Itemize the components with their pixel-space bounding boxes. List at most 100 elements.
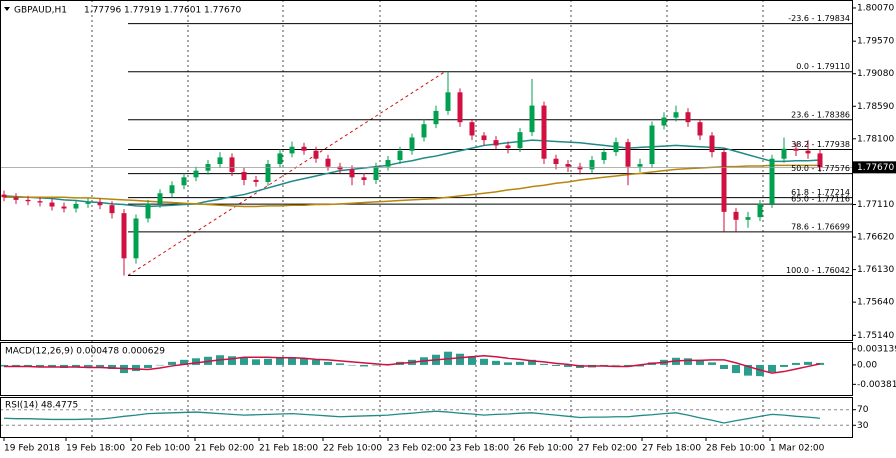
candle-body: [793, 148, 799, 151]
macd-bar: [192, 358, 200, 365]
fibo-label: 100.0 - 1.76042: [786, 266, 850, 275]
candle-body: [457, 92, 463, 123]
ohlc-value: 1.77919: [124, 6, 161, 16]
macd-bar: [312, 359, 320, 365]
y-tick-label: 1.80070: [857, 3, 894, 13]
macd-bar: [228, 356, 236, 365]
x-tick-label: 27 Feb 02:00: [578, 444, 637, 454]
candle-body: [133, 218, 139, 259]
candle-body: [61, 206, 67, 209]
rsi-panel-border: [0, 397, 853, 438]
macd-bar: [300, 358, 308, 365]
y-tick-label: 0.003139: [857, 344, 896, 354]
candle-body: [481, 135, 487, 141]
x-tick-label: 19 Feb 2018: [4, 444, 60, 454]
macd-bar: [708, 362, 716, 365]
candle-body: [781, 148, 787, 159]
macd-bar: [456, 353, 464, 365]
candle-body: [505, 145, 511, 149]
macd-bar: [240, 357, 248, 365]
macd-bar: [768, 364, 776, 373]
candle-body: [517, 132, 523, 149]
candle-body: [649, 125, 655, 165]
ohlc-value: 1.77670: [204, 6, 241, 16]
y-tick-label: 1.75140: [857, 331, 894, 341]
macd-bar: [804, 361, 812, 365]
candle-body: [385, 160, 391, 167]
macd-bar: [180, 359, 188, 365]
candle-body: [241, 171, 247, 180]
candle-body: [553, 158, 559, 165]
moving-average: [3, 139, 821, 208]
macd-bar: [252, 359, 260, 365]
fibo-label: -23.6 - 1.79834: [788, 14, 850, 23]
x-tick-label: 20 Feb 10:00: [131, 444, 190, 454]
symbol-menu-arrow[interactable]: [4, 7, 10, 11]
macd-bar: [504, 362, 512, 365]
macd-signal: [4, 355, 821, 374]
x-tick-label: 28 Feb 10:00: [706, 444, 765, 454]
macd-bar: [792, 362, 800, 365]
fibo-label: 50.0 - 1.77576: [791, 164, 850, 173]
macd-bar: [48, 364, 56, 368]
candle-body: [109, 205, 115, 214]
candle-body: [1, 194, 7, 198]
x-tick-label: 23 Feb 02:00: [388, 444, 447, 454]
y-tick-label: 1.79080: [857, 69, 894, 79]
macd-bar: [0, 364, 8, 367]
macd-bar: [348, 364, 356, 366]
text-layer: 1.80070 1.79570 1.79080 1.78590 1.78100 1.771…: [4, 3, 896, 454]
candle-body: [445, 92, 451, 111]
macd-bar: [108, 364, 116, 369]
rsi-line: [3, 410, 821, 424]
macd-bar: [624, 364, 632, 367]
macd-bar: [480, 358, 488, 365]
candle-body: [373, 166, 379, 180]
main-panel-border: [0, 0, 853, 341]
symbol-label: GBPAUD,H1: [14, 6, 67, 16]
candle-body: [313, 150, 319, 159]
y-tick-label: 1.78590: [857, 102, 894, 112]
y-tick-label: 70: [857, 405, 869, 415]
candle-body: [733, 211, 739, 220]
macd-bar: [612, 364, 620, 366]
candle-body: [145, 203, 151, 219]
y-tick-label: 1.78100: [857, 134, 894, 144]
macd-bar: [372, 364, 380, 366]
y-tick-label: 1.76130: [857, 265, 894, 275]
macd-bar: [276, 357, 284, 365]
macd-bar: [492, 360, 500, 365]
ohlc-value: 1.77796: [84, 6, 121, 16]
macd-bar: [720, 364, 728, 369]
y-tick-label: 1.76620: [857, 233, 894, 243]
candle-body: [541, 105, 547, 159]
candle-body: [397, 150, 403, 161]
macd-bar: [780, 364, 788, 367]
y-tick-label: 1.77110: [857, 200, 894, 210]
candle-body: [361, 177, 367, 180]
macd-bar: [816, 362, 824, 365]
macd-bar: [468, 356, 476, 365]
candle-body: [637, 164, 643, 167]
macd-bar: [696, 359, 704, 365]
candle-body: [565, 164, 571, 167]
candle-body: [421, 124, 427, 138]
fibo-label: 23.6 - 1.78386: [791, 110, 850, 119]
candle-body: [613, 142, 619, 153]
candle-body: [253, 179, 259, 182]
fibo-label: 65.0 - 1.77116: [791, 195, 850, 204]
candle-body: [337, 166, 343, 170]
macd-bar: [72, 364, 80, 368]
macd-bar: [360, 364, 368, 367]
candle-body: [721, 152, 727, 212]
macd-bar: [156, 364, 164, 366]
fibo-label: 0.0 - 1.79110: [796, 62, 850, 71]
macd-bar: [264, 358, 272, 365]
candle-body: [301, 146, 307, 151]
x-tick-label: 23 Feb 18:00: [450, 444, 509, 454]
candle-body: [37, 201, 43, 203]
macd-bar: [96, 364, 104, 368]
macd-bar: [744, 364, 752, 376]
x-tick-label: 22 Feb 10:00: [323, 444, 382, 454]
